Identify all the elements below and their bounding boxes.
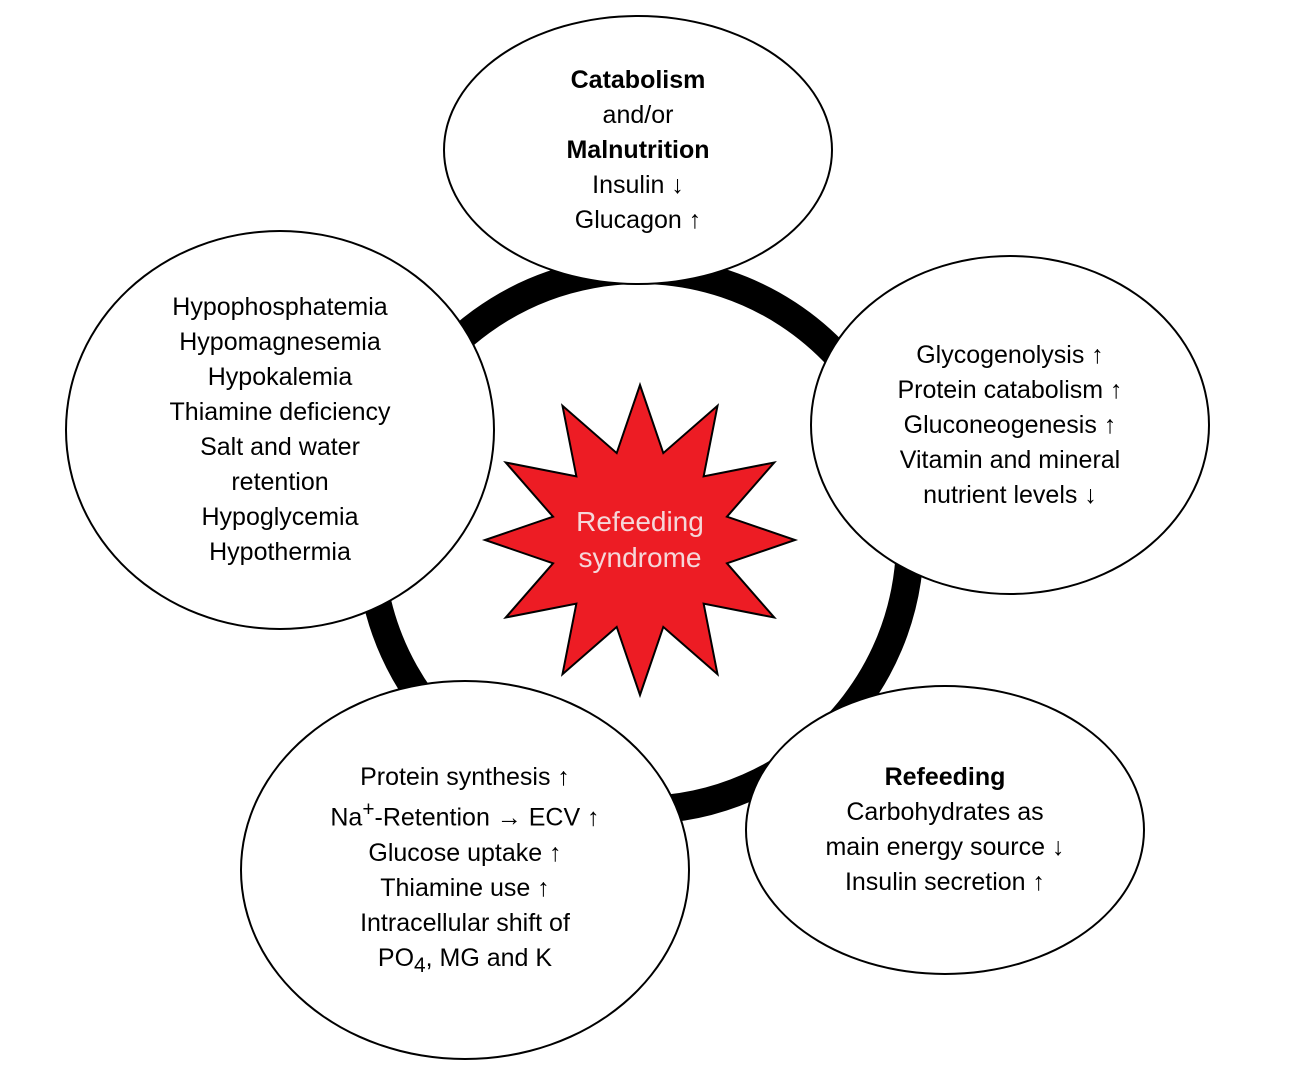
node-glycogenolysis-line-3: Vitamin and mineral — [900, 443, 1120, 478]
node-protein-synthesis: Protein synthesis ↑Na+-Retention → ECV ↑… — [240, 680, 690, 1060]
node-catabolism-line-0: Catabolism — [571, 63, 706, 98]
node-protein-synthesis-line-3: Thiamine use ↑ — [380, 871, 550, 906]
node-protein-synthesis-line-4: Intracellular shift of — [360, 906, 570, 941]
node-catabolism-line-2: Malnutrition — [566, 133, 709, 168]
node-glycogenolysis: Glycogenolysis ↑Protein catabolism ↑Gluc… — [810, 255, 1210, 595]
node-glycogenolysis-line-4: nutrient levels ↓ — [923, 478, 1097, 513]
center-starburst: Refeedingsyndrome — [550, 450, 730, 630]
node-refeeding: RefeedingCarbohydrates asmain energy sou… — [745, 685, 1145, 975]
node-catabolism-line-4: Glucagon ↑ — [575, 203, 701, 238]
node-refeeding-line-3: Insulin secretion ↑ — [845, 865, 1045, 900]
diagram-container: Refeedingsyndrome Catabolismand/orMalnut… — [0, 0, 1300, 1086]
node-hypophosphatemia-line-7: Hypothermia — [209, 535, 351, 570]
node-hypophosphatemia-line-4: Salt and water — [200, 430, 360, 465]
center-label: Refeedingsyndrome — [576, 504, 704, 577]
node-refeeding-line-1: Carbohydrates as — [846, 795, 1043, 830]
node-hypophosphatemia-line-2: Hypokalemia — [208, 360, 353, 395]
node-protein-synthesis-line-1: Na+-Retention → ECV ↑ — [330, 795, 599, 835]
node-hypophosphatemia-line-1: Hypomagnesemia — [179, 325, 381, 360]
node-protein-synthesis-line-5: PO4, MG and K — [378, 941, 552, 980]
node-glycogenolysis-line-2: Gluconeogenesis ↑ — [904, 408, 1117, 443]
node-hypophosphatemia-line-5: retention — [231, 465, 328, 500]
node-glycogenolysis-line-1: Protein catabolism ↑ — [897, 373, 1122, 408]
node-refeeding-line-0: Refeeding — [885, 760, 1006, 795]
node-catabolism: Catabolismand/orMalnutritionInsulin ↓Glu… — [443, 15, 833, 285]
node-hypophosphatemia-line-6: Hypoglycemia — [201, 500, 358, 535]
node-refeeding-line-2: main energy source ↓ — [825, 830, 1064, 865]
node-hypophosphatemia-line-3: Thiamine deficiency — [170, 395, 391, 430]
node-protein-synthesis-line-0: Protein synthesis ↑ — [360, 760, 570, 795]
node-glycogenolysis-line-0: Glycogenolysis ↑ — [916, 338, 1104, 373]
node-catabolism-line-3: Insulin ↓ — [592, 168, 684, 203]
node-catabolism-line-1: and/or — [603, 98, 674, 133]
node-protein-synthesis-line-2: Glucose uptake ↑ — [368, 836, 561, 871]
node-hypophosphatemia-line-0: Hypophosphatemia — [172, 290, 387, 325]
node-hypophosphatemia: HypophosphatemiaHypomagnesemiaHypokalemi… — [65, 230, 495, 630]
